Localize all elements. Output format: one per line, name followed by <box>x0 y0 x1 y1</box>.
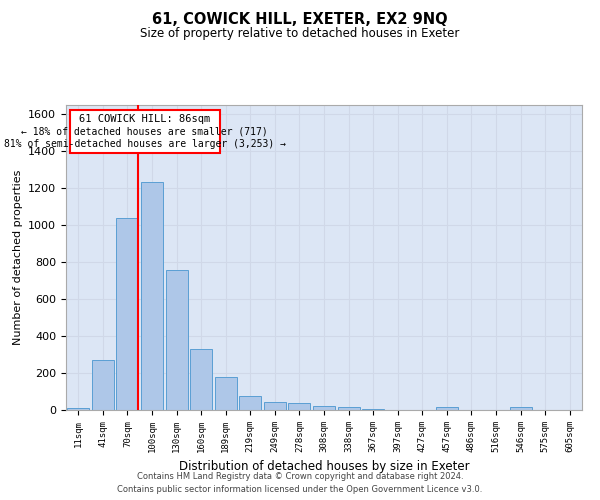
Text: Contains HM Land Registry data © Crown copyright and database right 2024.: Contains HM Land Registry data © Crown c… <box>137 472 463 481</box>
Bar <box>67 408 89 410</box>
Bar <box>92 360 114 410</box>
Bar <box>166 270 188 410</box>
Text: 81% of semi-detached houses are larger (3,253) →: 81% of semi-detached houses are larger (… <box>4 138 286 148</box>
Text: ← 18% of detached houses are smaller (717): ← 18% of detached houses are smaller (71… <box>21 126 268 136</box>
Bar <box>141 182 163 410</box>
Bar <box>215 376 237 410</box>
Bar <box>289 403 310 410</box>
Text: Size of property relative to detached houses in Exeter: Size of property relative to detached ho… <box>140 28 460 40</box>
Bar <box>264 402 286 410</box>
Bar <box>338 407 359 410</box>
X-axis label: Distribution of detached houses by size in Exeter: Distribution of detached houses by size … <box>179 460 469 473</box>
Bar <box>436 407 458 410</box>
Bar <box>116 218 139 410</box>
Bar <box>70 110 220 153</box>
Bar <box>239 396 262 410</box>
Bar <box>313 406 335 410</box>
Bar <box>190 349 212 410</box>
Bar <box>509 407 532 410</box>
Bar <box>362 409 384 410</box>
Text: Contains public sector information licensed under the Open Government Licence v3: Contains public sector information licen… <box>118 485 482 494</box>
Text: 61, COWICK HILL, EXETER, EX2 9NQ: 61, COWICK HILL, EXETER, EX2 9NQ <box>152 12 448 28</box>
Text: 61 COWICK HILL: 86sqm: 61 COWICK HILL: 86sqm <box>79 114 210 124</box>
Y-axis label: Number of detached properties: Number of detached properties <box>13 170 23 345</box>
